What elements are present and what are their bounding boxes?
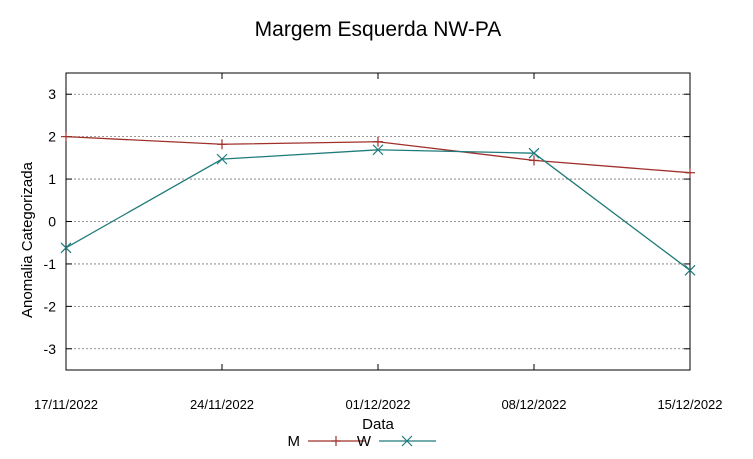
chart-title: Margem Esquerda NW-PA: [255, 18, 502, 41]
data-point-W: [60, 242, 72, 254]
data-point-W: [528, 147, 540, 159]
y-tick-label: -2: [44, 298, 57, 314]
x-tick-label: 15/12/2022: [657, 397, 722, 412]
marker-stroke: [684, 264, 696, 276]
x-axis-ticks: 17/11/2022 24/11/2022 01/12/2022 08/12/2022…: [34, 73, 723, 412]
legend-marker-W: [401, 435, 413, 447]
series-lines: [60, 131, 696, 276]
data-point-M: [529, 155, 539, 166]
y-axis-label: Anomalia Categorizada: [19, 161, 36, 318]
marker-stroke: [401, 435, 413, 447]
y-tick-label: -1: [44, 256, 57, 272]
marker-stroke: [216, 153, 228, 165]
marker-stroke: [528, 147, 540, 159]
x-tick-label: 24/11/2022: [190, 397, 254, 412]
data-point-M: [61, 131, 71, 142]
y-tick-label: 1: [48, 171, 56, 187]
legend-label-W: W: [357, 433, 372, 450]
data-point-M: [217, 139, 227, 150]
x-axis-label: Data: [362, 416, 394, 433]
data-point-M: [685, 167, 695, 178]
series-line-W: [65, 149, 691, 271]
y-tick-label: 0: [48, 214, 56, 230]
legend-marker-M: [331, 436, 341, 446]
data-point-M: [373, 136, 383, 147]
y-tick-label: -3: [44, 341, 57, 357]
marker-stroke: [372, 144, 384, 156]
x-tick-label: 17/11/2022: [34, 397, 98, 412]
data-point-W: [684, 264, 696, 276]
y-tick-label: 3: [48, 86, 56, 102]
x-tick-label: 01/12/2022: [345, 397, 410, 412]
data-point-W: [216, 153, 228, 165]
grid-lines: [66, 93, 690, 350]
x-tick-label: 08/12/2022: [501, 397, 566, 412]
legend-label-M: M: [288, 433, 301, 450]
data-point-W: [372, 144, 384, 156]
marker-stroke: [60, 242, 72, 254]
y-tick-label: 2: [48, 129, 56, 145]
